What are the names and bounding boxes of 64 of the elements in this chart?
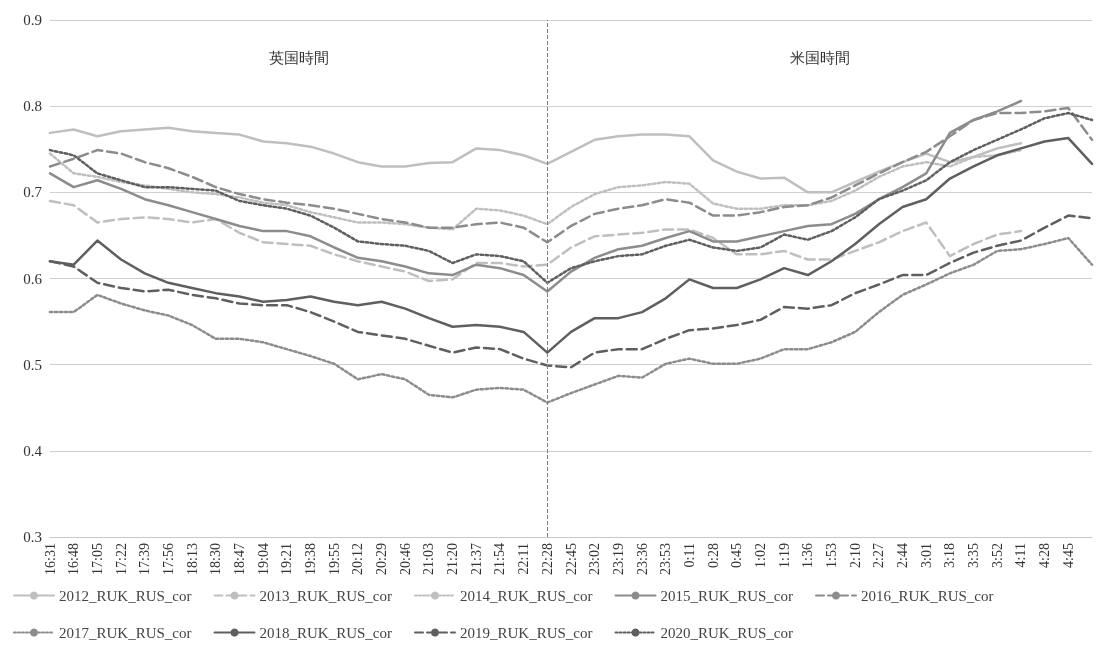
x-tick-label: 19:21 (279, 543, 295, 575)
x-tick-label: 21:54 (492, 543, 508, 575)
x-tick-label: 17:05 (89, 543, 105, 575)
x-tick-label: 4:28 (1037, 543, 1053, 568)
x-tick-label: 16:31 (42, 543, 58, 575)
legend-label: 2020_RUK_RUS_cor (660, 624, 794, 641)
x-tick-label: 21:37 (468, 543, 484, 575)
x-tick-label: 19:55 (326, 543, 342, 575)
x-tick-label: 23:19 (610, 543, 626, 575)
legend-label: 2013_RUK_RUS_cor (259, 587, 393, 604)
x-tick-label: 21:03 (421, 543, 437, 575)
x-tick-label: 20:46 (397, 543, 413, 575)
x-tick-label: 17:22 (113, 543, 129, 575)
legend-label: 2015_RUK_RUS_cor (660, 587, 794, 604)
x-tick-label: 23:53 (658, 543, 674, 575)
line-series (48, 111, 1094, 285)
y-tick-label: 0.6 (23, 270, 43, 287)
x-tick-label: 0:28 (705, 543, 721, 568)
x-tick-label: 18:30 (208, 543, 224, 575)
y-tick-label: 0.4 (23, 442, 43, 459)
x-tick-label: 1:19 (776, 543, 792, 568)
y-tick-label: 0.5 (23, 356, 42, 373)
legend-label: 2019_RUK_RUS_cor (460, 624, 593, 641)
x-tick-label: 18:47 (231, 543, 247, 575)
x-tick-label: 23:02 (587, 543, 603, 575)
y-tick-label: 0.7 (23, 184, 43, 201)
line-series (48, 199, 1023, 283)
x-tick-label: 22:28 (539, 543, 555, 575)
x-tick-label: 0:11 (681, 543, 697, 568)
legend-label: 2016_RUK_RUS_cor (861, 587, 994, 604)
x-tick-label: 21:20 (445, 543, 461, 575)
x-tick-label: 2:27 (871, 543, 887, 568)
x-tick-label: 19:38 (303, 543, 318, 575)
legend-label: 2017_RUK_RUS_cor (59, 624, 192, 641)
x-tick-label: 16:48 (66, 543, 82, 575)
x-tick-label: 2:10 (847, 543, 863, 568)
y-tick-label: 0.9 (23, 12, 42, 28)
annotation: 英国時間 (268, 49, 329, 66)
x-tick-label: 3:01 (918, 543, 934, 568)
y-tick-label: 0.8 (23, 98, 42, 115)
x-tick-label: 20:12 (350, 543, 366, 575)
x-tick-label: 4:45 (1060, 543, 1076, 568)
x-tick-label: 3:52 (989, 543, 1005, 568)
x-tick-label: 1:53 (824, 543, 839, 568)
x-tick-label: 3:35 (966, 543, 982, 568)
x-tick-label: 22:11 (516, 543, 532, 575)
x-tick-label: 1:02 (752, 543, 768, 568)
legend-label: 2012_RUK_RUS_cor (59, 587, 192, 604)
x-tick-label: 1:36 (800, 543, 816, 568)
x-tick-label: 19:04 (255, 543, 271, 575)
legend-label: 2014_RUK_RUS_cor (460, 587, 593, 604)
x-tick-label: 3:18 (942, 543, 958, 568)
x-tick-label: 0:45 (729, 543, 745, 568)
x-tick-label: 4:11 (1013, 543, 1029, 568)
x-tick-label: 17:56 (160, 543, 176, 575)
x-tick-label: 20:29 (374, 543, 390, 575)
x-tick-label: 22:45 (563, 543, 579, 575)
x-tick-label: 23:36 (634, 543, 650, 575)
x-tick-label: 2:44 (895, 543, 911, 568)
x-tick-label: 17:39 (137, 543, 153, 575)
annotation: 米国時間 (789, 49, 850, 66)
x-tick-label: 18:13 (184, 543, 200, 575)
legend-label: 2018_RUK_RUS_cor (259, 624, 393, 641)
y-tick-label: 0.3 (23, 529, 42, 545)
